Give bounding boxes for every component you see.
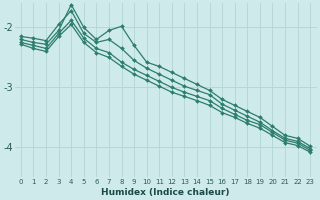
X-axis label: Humidex (Indice chaleur): Humidex (Indice chaleur)	[101, 188, 230, 197]
